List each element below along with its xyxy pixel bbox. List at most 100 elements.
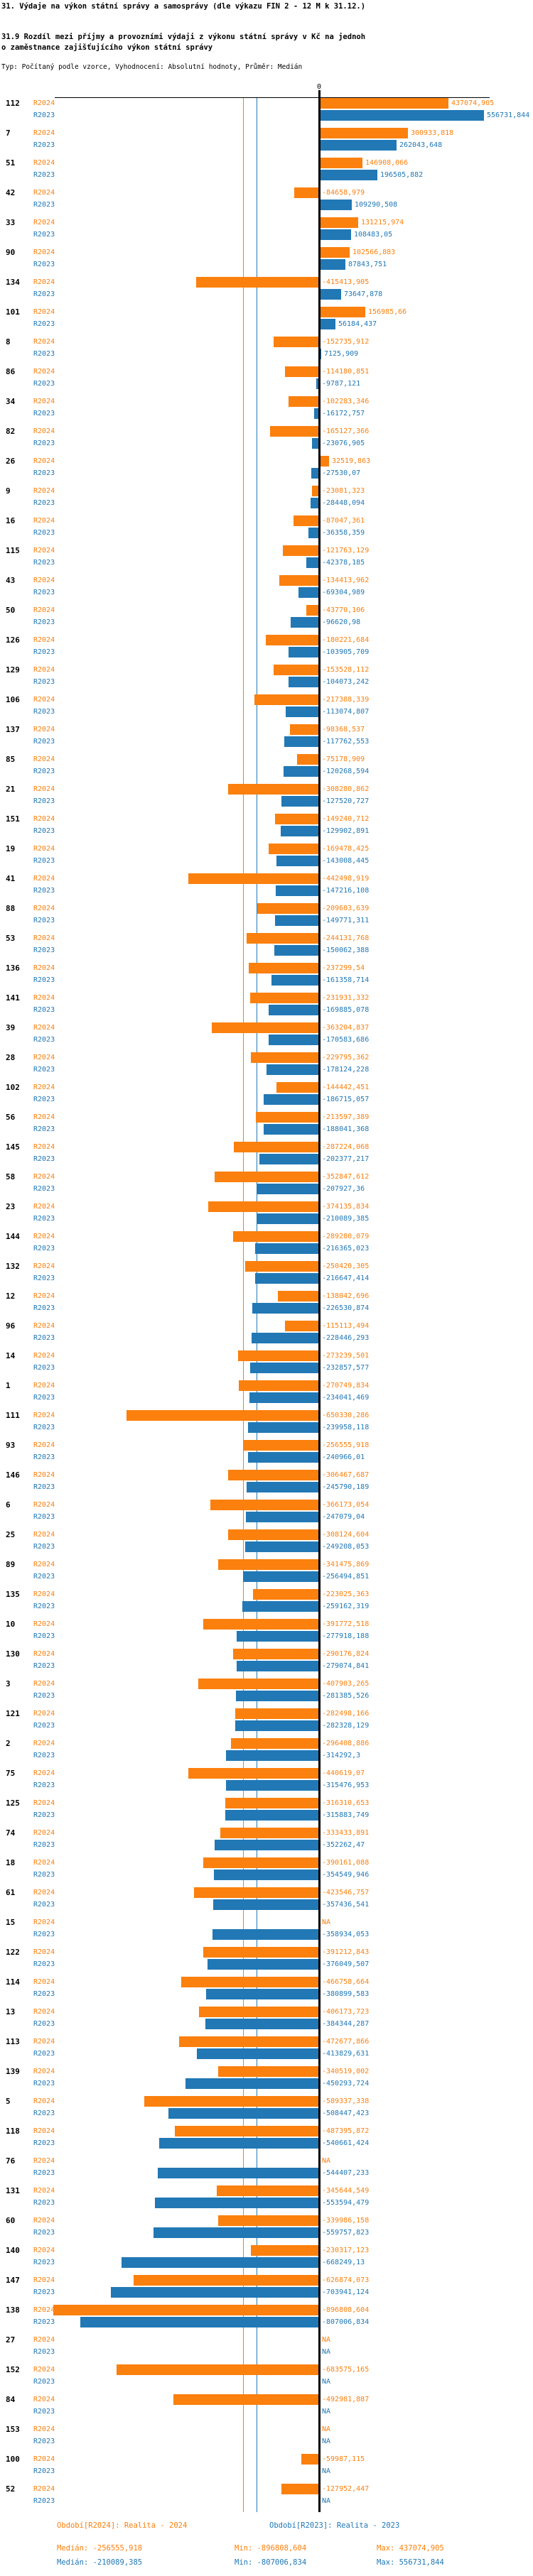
bar-r2023 [308, 528, 319, 538]
series-label-r2024: R2024 [33, 1412, 55, 1419]
bar-group-140: 140 R2024 -230317,123 R2023 -668249,13 [0, 2244, 533, 2274]
series-label-r2024: R2024 [33, 2276, 55, 2284]
value-label-r2023: -96620,98 [322, 618, 361, 626]
row-id-label: 15 [6, 1918, 16, 1927]
bar-group-33: 33 R2024 131215,974 R2023 108483,05 [0, 217, 533, 246]
bar-group-100: 100 R2024 -59987,115 R2023 NA [0, 2453, 533, 2483]
series-label-r2024: R2024 [33, 1143, 55, 1151]
bar-group-26: 26 R2024 32519,863 R2023 -27530,07 [0, 455, 533, 485]
value-label-r2023: -277918,188 [322, 1632, 370, 1640]
value-label-r2023: -380899,583 [322, 1990, 370, 1998]
value-label-r2023: -113074,807 [322, 708, 370, 716]
bar-group-125: 125 R2024 -316310,653 R2023 -315883,749 [0, 1797, 533, 1827]
value-label-r2024: -127952,447 [322, 2485, 370, 2493]
bar-r2023 [319, 259, 345, 270]
bar-group-139: 139 R2024 -340519,002 R2023 -450293,724 [0, 2065, 533, 2095]
value-label-r2024: -102283,346 [322, 398, 370, 405]
row-id-label: 9 [6, 486, 11, 496]
row-id-label: 19 [6, 844, 16, 853]
row-id-label: 102 [6, 1083, 20, 1092]
series-label-r2024: R2024 [33, 99, 55, 107]
bar-group-6: 6 R2024 -366173,054 R2023 -247079,04 [0, 1499, 533, 1529]
series-label-r2024: R2024 [33, 1203, 55, 1211]
bar-group-101: 101 R2024 156985,66 R2023 56184,437 [0, 306, 533, 336]
bar-r2023 [237, 1661, 319, 1671]
row-id-label: 135 [6, 1590, 20, 1599]
series-label-r2023: R2023 [33, 738, 55, 746]
row-id-label: 33 [6, 218, 16, 227]
series-label-r2024: R2024 [33, 189, 55, 197]
value-label-r2023: -143008,445 [322, 857, 370, 865]
row-id-label: 39 [6, 1023, 16, 1032]
value-label-r2024: -683575,165 [322, 2366, 370, 2374]
bar-r2024 [251, 1052, 319, 1063]
bar-r2023 [206, 1989, 319, 1999]
bar-r2023 [255, 1243, 319, 1254]
value-label-r2023: -540661,424 [322, 2139, 370, 2147]
value-label-r2024: -23081,323 [322, 487, 365, 495]
legend-period-r2023: Období[R2023]: Realita - 2023 [269, 2521, 400, 2530]
value-label-r2024: -121763,129 [322, 547, 370, 555]
bar-r2024 [228, 1470, 319, 1480]
series-label-r2024: R2024 [33, 1471, 55, 1479]
bar-r2023 [250, 1363, 319, 1373]
row-id-label: 60 [6, 2216, 16, 2225]
bar-r2024 [247, 933, 319, 944]
series-label-r2023: R2023 [33, 1096, 55, 1103]
bar-group-153: 153 R2024 NA R2023 NA [0, 2423, 533, 2453]
series-label-r2024: R2024 [33, 1084, 55, 1091]
bar-group-147: 147 R2024 -626874,073 R2023 -703941,124 [0, 2274, 533, 2304]
series-label-r2024: R2024 [33, 1650, 55, 1658]
median-line-r2024 [243, 97, 244, 2512]
series-label-r2023: R2023 [33, 2080, 55, 2087]
bar-r2024 [203, 1857, 319, 1868]
value-label-r2024: -115113,494 [322, 1322, 370, 1330]
bar-r2023 [276, 885, 319, 896]
series-label-r2023: R2023 [33, 1453, 55, 1461]
bar-r2023 [269, 1035, 319, 1045]
bar-r2023 [255, 1273, 319, 1284]
series-label-r2023: R2023 [33, 231, 55, 239]
series-label-r2023: R2023 [33, 857, 55, 865]
bar-r2024 [215, 1172, 319, 1182]
series-label-r2023: R2023 [33, 201, 55, 209]
value-label-r2023: 7125,909 [324, 350, 359, 358]
row-id-label: 27 [6, 2335, 16, 2345]
series-label-r2024: R2024 [33, 815, 55, 823]
series-label-r2023: R2023 [33, 350, 55, 358]
bar-group-76: 76 R2024 NA R2023 -544407,233 [0, 2155, 533, 2185]
bar-r2024 [285, 366, 319, 377]
series-label-r2023: R2023 [33, 1722, 55, 1730]
series-label-r2023: R2023 [33, 1394, 55, 1402]
bar-r2023 [311, 468, 319, 479]
bar-r2024 [218, 1559, 319, 1570]
series-label-r2024: R2024 [33, 1620, 55, 1628]
row-id-label: 41 [6, 874, 16, 883]
series-label-r2024: R2024 [33, 2425, 55, 2433]
bar-r2024 [199, 2007, 319, 2017]
bar-r2024 [253, 1589, 319, 1600]
bar-r2024 [210, 1500, 319, 1510]
row-id-label: 93 [6, 1441, 16, 1450]
value-label-r2023: -279074,841 [322, 1662, 370, 1670]
value-label-r2023: NA [322, 2438, 331, 2445]
row-id-label: 5 [6, 2097, 11, 2106]
bar-r2023 [159, 2138, 319, 2149]
value-label-r2023: NA [322, 2467, 331, 2475]
value-label-r2023: -149771,311 [322, 917, 370, 924]
value-label-r2023: -240966,01 [322, 1453, 365, 1461]
series-label-r2023: R2023 [33, 1424, 55, 1431]
value-label-r2023: -210089,385 [322, 1215, 370, 1223]
series-label-r2024: R2024 [33, 1382, 55, 1390]
series-label-r2023: R2023 [33, 380, 55, 388]
series-label-r2023: R2023 [33, 1334, 55, 1342]
row-id-label: 144 [6, 1232, 20, 1241]
series-label-r2024: R2024 [33, 2157, 55, 2165]
bar-r2024 [188, 1768, 319, 1779]
value-label-r2024: -287224,068 [322, 1143, 370, 1151]
bar-r2023 [289, 677, 319, 687]
bar-group-56: 56 R2024 -213597,389 R2023 -188041,368 [0, 1111, 533, 1141]
bar-r2023 [284, 736, 319, 747]
series-label-r2023: R2023 [33, 2438, 55, 2445]
series-label-r2023: R2023 [33, 2259, 55, 2266]
